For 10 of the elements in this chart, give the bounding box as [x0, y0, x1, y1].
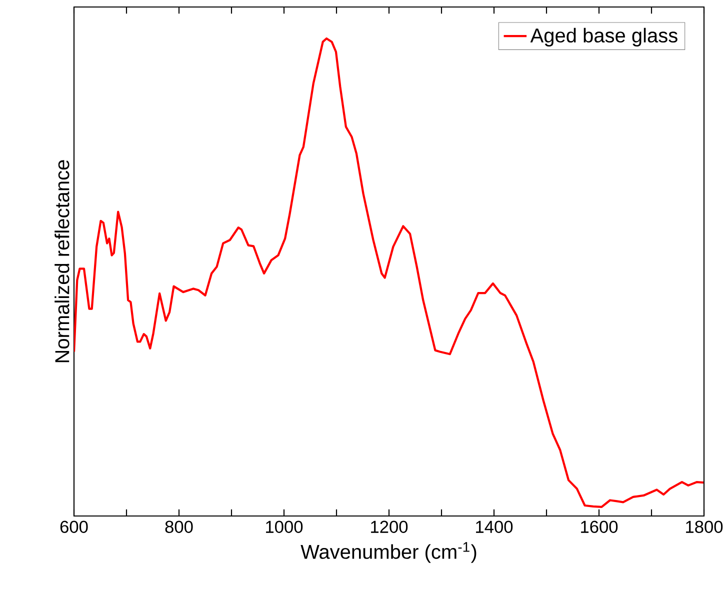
x-tick-label: 600	[60, 520, 88, 533]
x-axis-title: Wavenumber (cm$^{-1}$)	[300, 542, 476, 563]
x-tick-label: 800	[165, 520, 193, 533]
legend-label: Aged base glass	[530, 28, 678, 46]
x-tick-label: 1000	[266, 520, 303, 533]
y-axis-title: Normalized reflectance	[54, 160, 70, 362]
x-tick-label: 1200	[371, 520, 408, 533]
x-tick-label: 1600	[581, 520, 618, 533]
x-tick-label: 1800	[686, 520, 723, 533]
x-tick-label: 1400	[476, 520, 513, 533]
